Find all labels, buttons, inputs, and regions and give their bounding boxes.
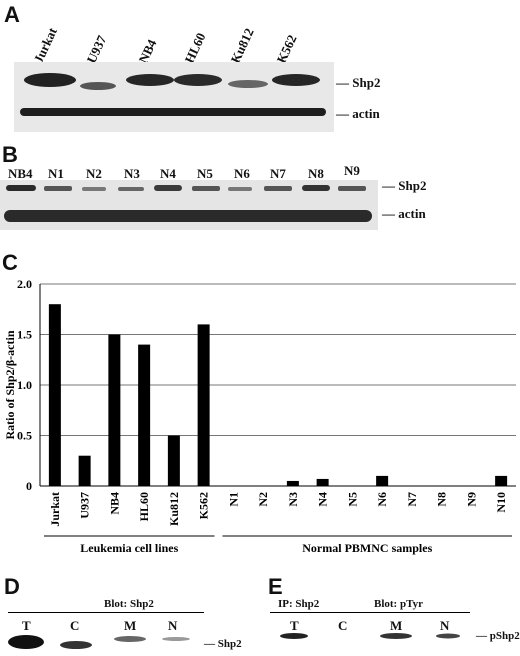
bar (197, 324, 210, 486)
x-tick-label: HL60 (137, 492, 151, 521)
lane-label: Jurkat (30, 25, 60, 66)
x-tick-label: N5 (345, 492, 359, 507)
y-tick-label: 0 (26, 479, 32, 493)
shp2-band-label: — Shp2 (336, 75, 381, 90)
lane-label: N6 (234, 166, 250, 181)
lane-label: NB4 (8, 166, 33, 181)
bar (167, 435, 180, 486)
panel-a-blot (14, 62, 334, 132)
lane-label: N3 (124, 166, 140, 181)
pshp2-label-text: pShp2 (489, 630, 520, 642)
bar (78, 455, 91, 486)
lane-label: N8 (308, 166, 324, 181)
panel-a-letter: A (4, 2, 20, 27)
x-tick-label: N2 (256, 492, 270, 507)
band-label: — Shp2 (204, 638, 242, 650)
panel-b-letter: B (2, 142, 18, 167)
bar (316, 478, 329, 486)
lane-label: T (290, 618, 299, 633)
bar (138, 344, 151, 486)
lane-label: N1 (48, 166, 64, 181)
lane-label: T (22, 618, 31, 633)
shp2-label-text: Shp2 (398, 178, 427, 193)
lane-label: N7 (270, 166, 286, 181)
x-tick-label: NB4 (107, 492, 121, 515)
panel-e-blot (280, 633, 460, 639)
lane-label: HL60 (181, 30, 209, 66)
lane-label: Ku812 (227, 25, 257, 66)
bar (48, 304, 61, 486)
actin-label-text: actin (398, 206, 426, 221)
shp2-label-text: Shp2 (217, 638, 242, 650)
bar (376, 475, 389, 486)
x-tick-label: N6 (375, 492, 389, 507)
lane-label: M (390, 618, 403, 633)
group-label: Normal PBMNC samples (302, 541, 432, 555)
actin-band-label: — actin (382, 206, 426, 221)
panel-d-blot (8, 635, 190, 649)
bar (495, 475, 508, 486)
panel-d-rule (8, 612, 204, 613)
x-tick-label: N9 (464, 492, 478, 507)
lane-label: N9 (344, 163, 360, 178)
y-tick-label: 1.5 (17, 328, 32, 342)
lane-label: N (440, 618, 450, 633)
group-label: Leukemia cell lines (80, 541, 178, 555)
panel-e-rule (270, 612, 470, 613)
band-label: — pShp2 (476, 630, 520, 642)
ip-label: IP: Shp2 (278, 598, 320, 610)
x-tick-label: Ku812 (167, 492, 181, 526)
panel-d-letter: D (4, 574, 20, 599)
x-tick-label: U937 (78, 492, 92, 519)
x-tick-label: N1 (226, 492, 240, 507)
blot-label: Blot: Shp2 (104, 598, 154, 610)
y-axis-label: Ratio of Shp2/β-actin (3, 330, 17, 439)
bar (108, 334, 121, 486)
lane-label: M (124, 618, 137, 633)
x-tick-label: N7 (405, 492, 419, 507)
x-tick-label: Jurkat (48, 492, 62, 527)
ratio-bar-chart: 0 0.5 1.0 1.5 2.0 Ratio of Shp2/β-actin Jurkat… (3, 277, 516, 555)
bar (286, 480, 299, 486)
x-tick-label: N8 (435, 492, 449, 507)
actin-band-label: — actin (336, 106, 380, 121)
y-tick-label: 1.0 (17, 378, 32, 392)
actin-label-text: actin (352, 106, 380, 121)
lane-label: C (70, 618, 80, 633)
lane-label: N4 (160, 166, 176, 181)
x-tick-label: N3 (286, 492, 300, 507)
blot-label: Blot: pTyr (374, 598, 423, 610)
panel-b-blot (0, 180, 378, 230)
lane-label: C (338, 618, 348, 633)
panel-c-letter: C (2, 250, 18, 275)
shp2-label-text: Shp2 (352, 75, 381, 90)
x-tick-label: N10 (494, 492, 508, 513)
x-tick-label: N4 (316, 492, 330, 507)
lane-label: N2 (86, 166, 102, 181)
shp2-band-label: — Shp2 (382, 178, 427, 193)
y-tick-label: 0.5 (17, 429, 32, 443)
lane-label: N5 (197, 166, 213, 181)
panel-e-letter: E (268, 574, 283, 599)
x-tick-label: K562 (197, 492, 211, 519)
lane-label: N (168, 618, 178, 633)
y-tick-label: 2.0 (17, 277, 32, 291)
lane-label: K562 (273, 32, 300, 66)
